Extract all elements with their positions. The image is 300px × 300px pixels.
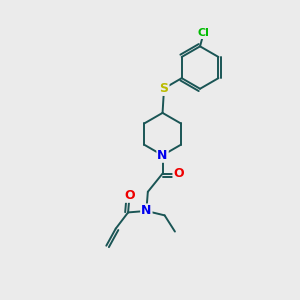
- Text: S: S: [160, 82, 169, 95]
- Text: N: N: [158, 149, 168, 162]
- Text: N: N: [141, 205, 152, 218]
- Text: O: O: [124, 189, 135, 202]
- Text: Cl: Cl: [198, 28, 209, 38]
- Text: O: O: [173, 167, 184, 180]
